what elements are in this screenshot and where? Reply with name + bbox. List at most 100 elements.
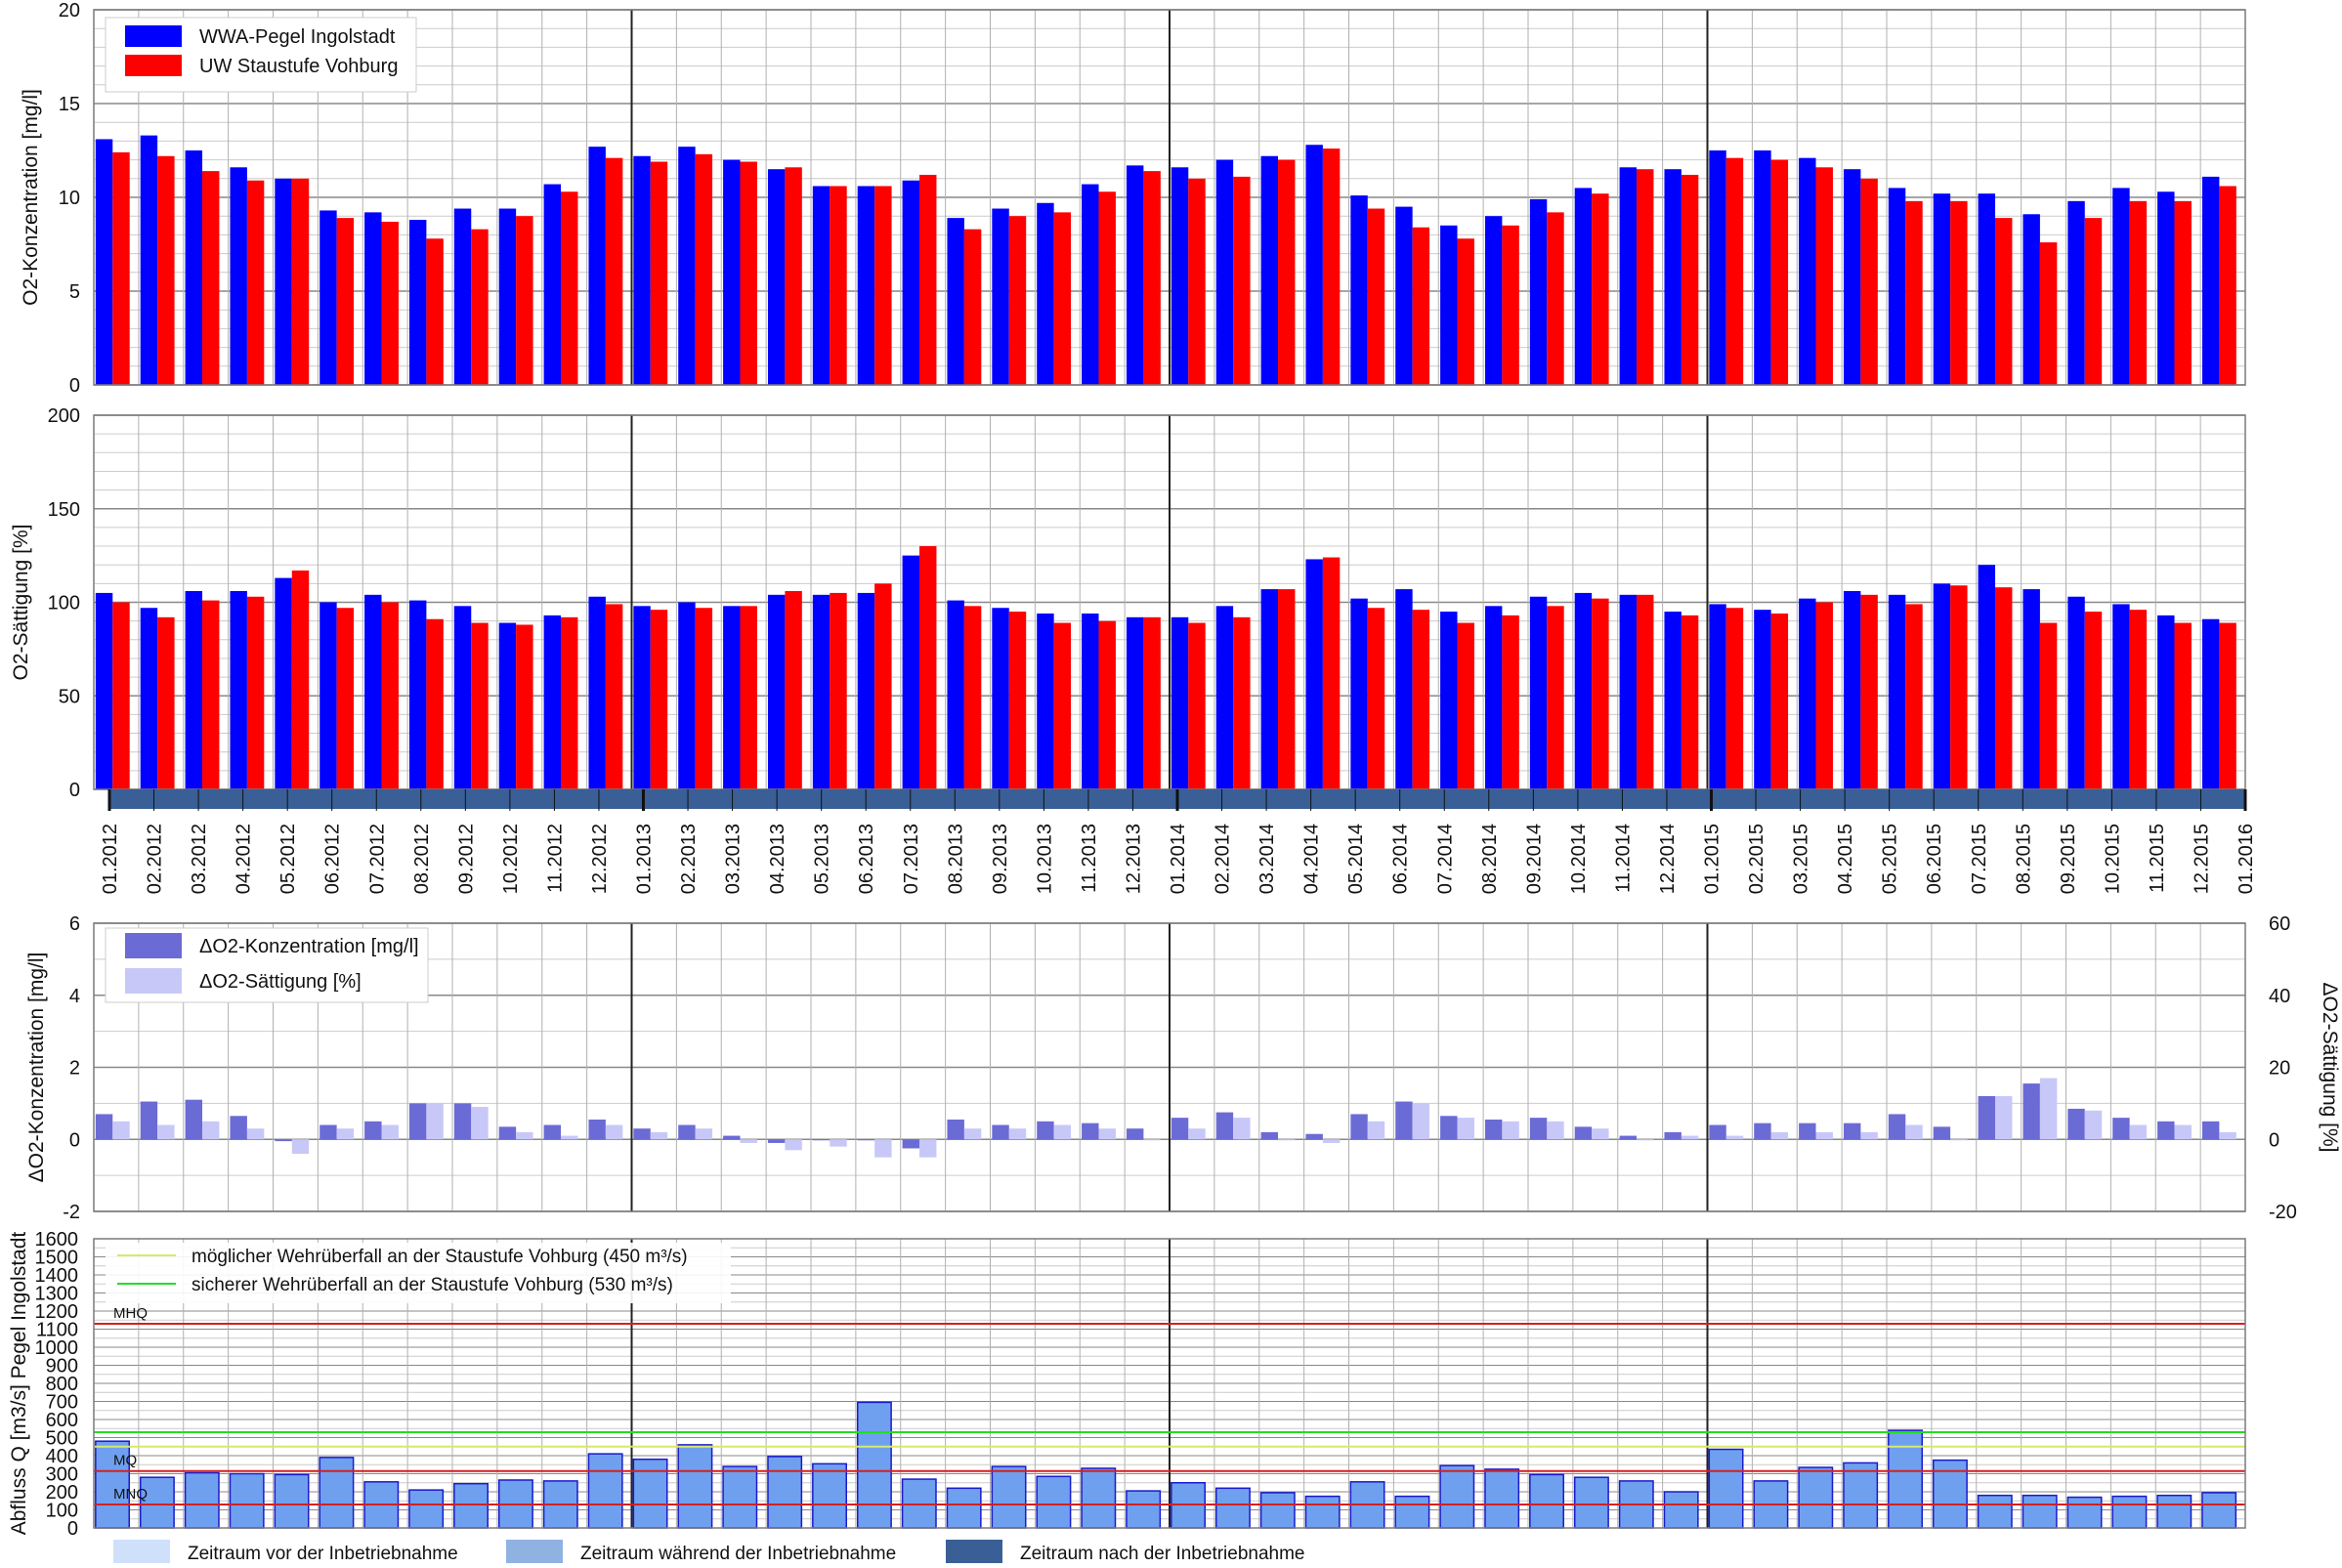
bar-delta-concentration: [2023, 1083, 2040, 1140]
bar-delta-concentration: [1754, 1123, 1771, 1140]
bar-ingolstadt: [1215, 606, 1234, 789]
bar-discharge: [408, 1489, 445, 1529]
x-tick-label: 05.2013: [812, 824, 833, 894]
bar-vohburg: [1637, 594, 1654, 789]
panel-saturation: 0 50 100 150 200 O2-Sättigung [%] 01.2012 02.20…: [10, 405, 2257, 894]
x-tick-label: 03.2015: [1791, 824, 1812, 894]
bar-ingolstadt: [1440, 612, 1458, 789]
bar-discharge: [1126, 1490, 1162, 1529]
bar-vohburg: [1008, 216, 1027, 385]
bar-discharge: [229, 1472, 265, 1529]
plot-frame: [93, 9, 2246, 386]
bar-ingolstadt: [1978, 565, 1996, 789]
x-tick-label: 03.2013: [723, 824, 745, 894]
bar-vohburg: [2219, 186, 2236, 385]
bar-discharge: [453, 1482, 489, 1529]
bar-delta-saturation: [246, 1128, 265, 1140]
bar-delta-concentration: [1260, 1131, 1279, 1140]
bar-discharge: [2111, 1495, 2148, 1529]
bar-vohburg: [1367, 608, 1385, 789]
bar-vohburg: [1905, 200, 1923, 385]
x-tick-label: 01.2013: [634, 824, 656, 894]
bar-discharge: [1708, 1448, 1744, 1529]
bar-ingolstadt: [1574, 592, 1593, 789]
bar-vohburg: [1950, 200, 1968, 385]
bar-delta-concentration: [992, 1124, 1009, 1140]
bar-delta-saturation: [2174, 1124, 2192, 1140]
bar-vohburg: [650, 161, 668, 385]
bar-delta-concentration: [319, 1124, 337, 1140]
y-tick-label: 200: [48, 405, 80, 427]
bar-ingolstadt: [812, 594, 830, 789]
bar-delta-concentration: [1440, 1116, 1458, 1140]
bar-discharge: [856, 1401, 892, 1529]
period-swatch: [506, 1540, 563, 1563]
bar-delta-saturation: [650, 1131, 668, 1140]
bar-ingolstadt: [408, 220, 427, 385]
bar-delta-saturation: [1637, 1139, 1654, 1141]
bar-discharge: [139, 1476, 175, 1529]
legend-swatch: [125, 55, 182, 76]
bar-ingolstadt: [947, 218, 964, 385]
bar-ingolstadt: [633, 606, 651, 789]
x-tick-label: 02.2013: [678, 824, 700, 894]
y-tick-label: 1500: [35, 1248, 79, 1269]
y-tick-label: 50: [59, 686, 80, 707]
bar-discharge: [722, 1465, 758, 1529]
bar-vohburg: [516, 216, 533, 385]
bar-discharge: [1977, 1494, 2013, 1529]
bar-ingolstadt: [1843, 169, 1861, 385]
bar-vohburg: [1502, 614, 1519, 789]
bar-delta-concentration: [1843, 1123, 1861, 1140]
bar-ingolstadt: [2157, 614, 2175, 789]
bar-ingolstadt: [319, 602, 337, 789]
y-tick-label: 1200: [35, 1301, 79, 1323]
y-tick-label-right: 0: [2269, 1129, 2279, 1151]
plot-frame: [93, 922, 2246, 1212]
bar-discharge: [274, 1473, 310, 1529]
y-tick-label: 0: [67, 1518, 78, 1540]
bar-delta-saturation: [874, 1139, 892, 1158]
bar-vohburg: [1725, 608, 1744, 789]
bar-vohburg: [2039, 622, 2058, 789]
bar-discharge: [1259, 1492, 1296, 1529]
bar-vohburg: [1412, 610, 1430, 789]
panel-discharge: 0100200300400500600700800900100011001200…: [8, 1229, 2246, 1540]
bar-ingolstadt: [364, 594, 382, 789]
bar-ingolstadt: [1126, 616, 1144, 789]
period-label: Zeitraum nach der Inbetriebnahme: [1020, 1544, 1305, 1564]
bar-vohburg: [2174, 200, 2192, 385]
bar-ingolstadt: [1888, 188, 1906, 385]
bar-ingolstadt: [140, 135, 158, 385]
bar-delta-saturation: [2039, 1078, 2058, 1140]
bar-delta-saturation: [1592, 1128, 1609, 1140]
x-tick-label: 04.2015: [1835, 824, 1856, 894]
x-tick-label: 01.2015: [1702, 824, 1724, 894]
x-tick-label: 10.2013: [1034, 824, 1055, 894]
y-tick-label: 1300: [35, 1284, 79, 1305]
bar-discharge: [1036, 1475, 1072, 1529]
y-tick-label: 5: [69, 281, 80, 303]
bar-vohburg: [1502, 225, 1519, 385]
y-tick-label-right: 20: [2269, 1058, 2290, 1080]
bar-ingolstadt: [2201, 176, 2220, 385]
bar-ingolstadt: [857, 186, 875, 385]
bar-delta-concentration: [408, 1103, 427, 1140]
bar-ingolstadt: [2067, 596, 2085, 789]
bar-ingolstadt: [1619, 594, 1638, 789]
bar-vohburg: [1725, 157, 1744, 385]
x-tick-label: 03.2012: [189, 824, 210, 894]
y-tick-label: 4: [69, 986, 80, 1007]
x-tick-label: 10.2014: [1568, 824, 1590, 894]
bar-vohburg: [1637, 169, 1654, 385]
bar-vohburg: [246, 180, 265, 385]
bar-ingolstadt: [1754, 150, 1771, 385]
y-tick-label: 0: [69, 375, 80, 397]
bar-delta-saturation: [1950, 1139, 1968, 1141]
y-tick-label: 600: [46, 1410, 78, 1431]
y-tick-label-right: 60: [2269, 913, 2290, 935]
bar-ingolstadt: [1126, 165, 1144, 385]
bar-ingolstadt: [1037, 202, 1054, 385]
bar-vohburg: [112, 602, 130, 789]
bar-vohburg: [919, 174, 937, 385]
